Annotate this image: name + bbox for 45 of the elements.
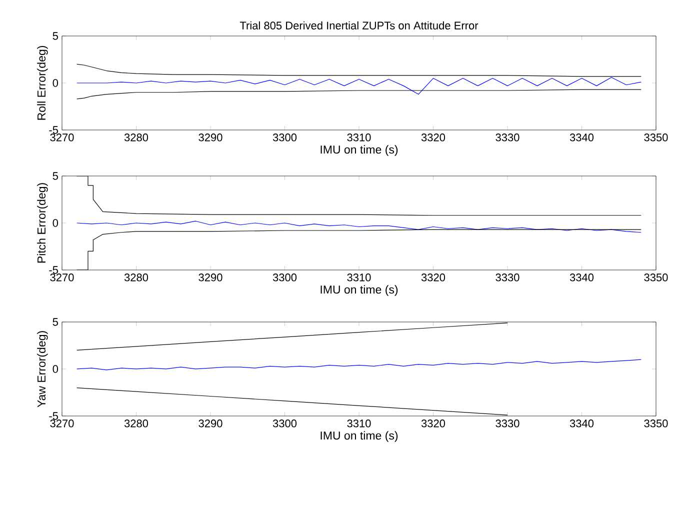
y-tick-label: -5 [49, 266, 58, 274]
x-axis-title: IMU on time (s) [320, 285, 398, 296]
x-tick-label: 3320 [421, 420, 446, 428]
y-tick-label: 5 [52, 32, 58, 40]
x-tick-label: 3330 [496, 134, 520, 142]
y-axis-title: Pitch Error(deg) [37, 183, 48, 263]
x-tick-label: 3300 [272, 274, 297, 282]
x-tick-label: 3290 [198, 420, 222, 428]
y-tick-label: -5 [49, 412, 58, 420]
x-axis-title: IMU on time (s) [320, 431, 398, 442]
y-tick-label: 0 [52, 79, 58, 87]
y-axis-title: Yaw Error(deg) [37, 331, 48, 408]
x-tick-label: 3270 [50, 420, 74, 428]
x-tick-label: 3310 [347, 420, 371, 428]
x-tick-label: 3330 [496, 420, 520, 428]
y-axis-title: Roll Error(deg) [37, 46, 48, 120]
y-tick-label: 0 [52, 219, 58, 227]
x-tick-label: 3300 [272, 134, 297, 142]
x-tick-label: 3270 [50, 134, 74, 142]
x-tick-label: 3290 [198, 134, 222, 142]
x-axis-title: IMU on time (s) [320, 145, 398, 156]
chart-title: Trial 805 Derived Inertial ZUPTs on Attitude Error [240, 21, 478, 30]
y-tick-label: -5 [49, 126, 58, 134]
y-tick-label: 0 [52, 365, 58, 373]
x-tick-label: 3280 [124, 420, 148, 428]
line-series [76, 220, 642, 233]
x-tick-label: 3340 [570, 274, 594, 282]
x-tick-label: 3320 [421, 274, 446, 282]
x-tick-label: 3310 [347, 274, 371, 282]
x-tick-label: 3270 [50, 274, 74, 282]
x-tick-label: 3340 [570, 420, 594, 428]
x-tick-label: 3310 [347, 134, 371, 142]
x-tick-label: 3330 [496, 274, 520, 282]
x-tick-label: 3320 [421, 134, 446, 142]
y-tick-label: 5 [52, 318, 58, 326]
x-tick-label: 3350 [644, 420, 668, 428]
y-tick-label: 5 [52, 172, 58, 180]
x-tick-label: 3340 [570, 134, 594, 142]
x-tick-label: 3280 [124, 274, 148, 282]
line-series [76, 359, 642, 370]
x-tick-label: 3350 [644, 134, 668, 142]
x-tick-label: 3350 [644, 274, 668, 282]
x-tick-label: 3280 [124, 134, 148, 142]
x-tick-label: 3300 [272, 420, 297, 428]
x-tick-label: 3290 [198, 274, 222, 282]
